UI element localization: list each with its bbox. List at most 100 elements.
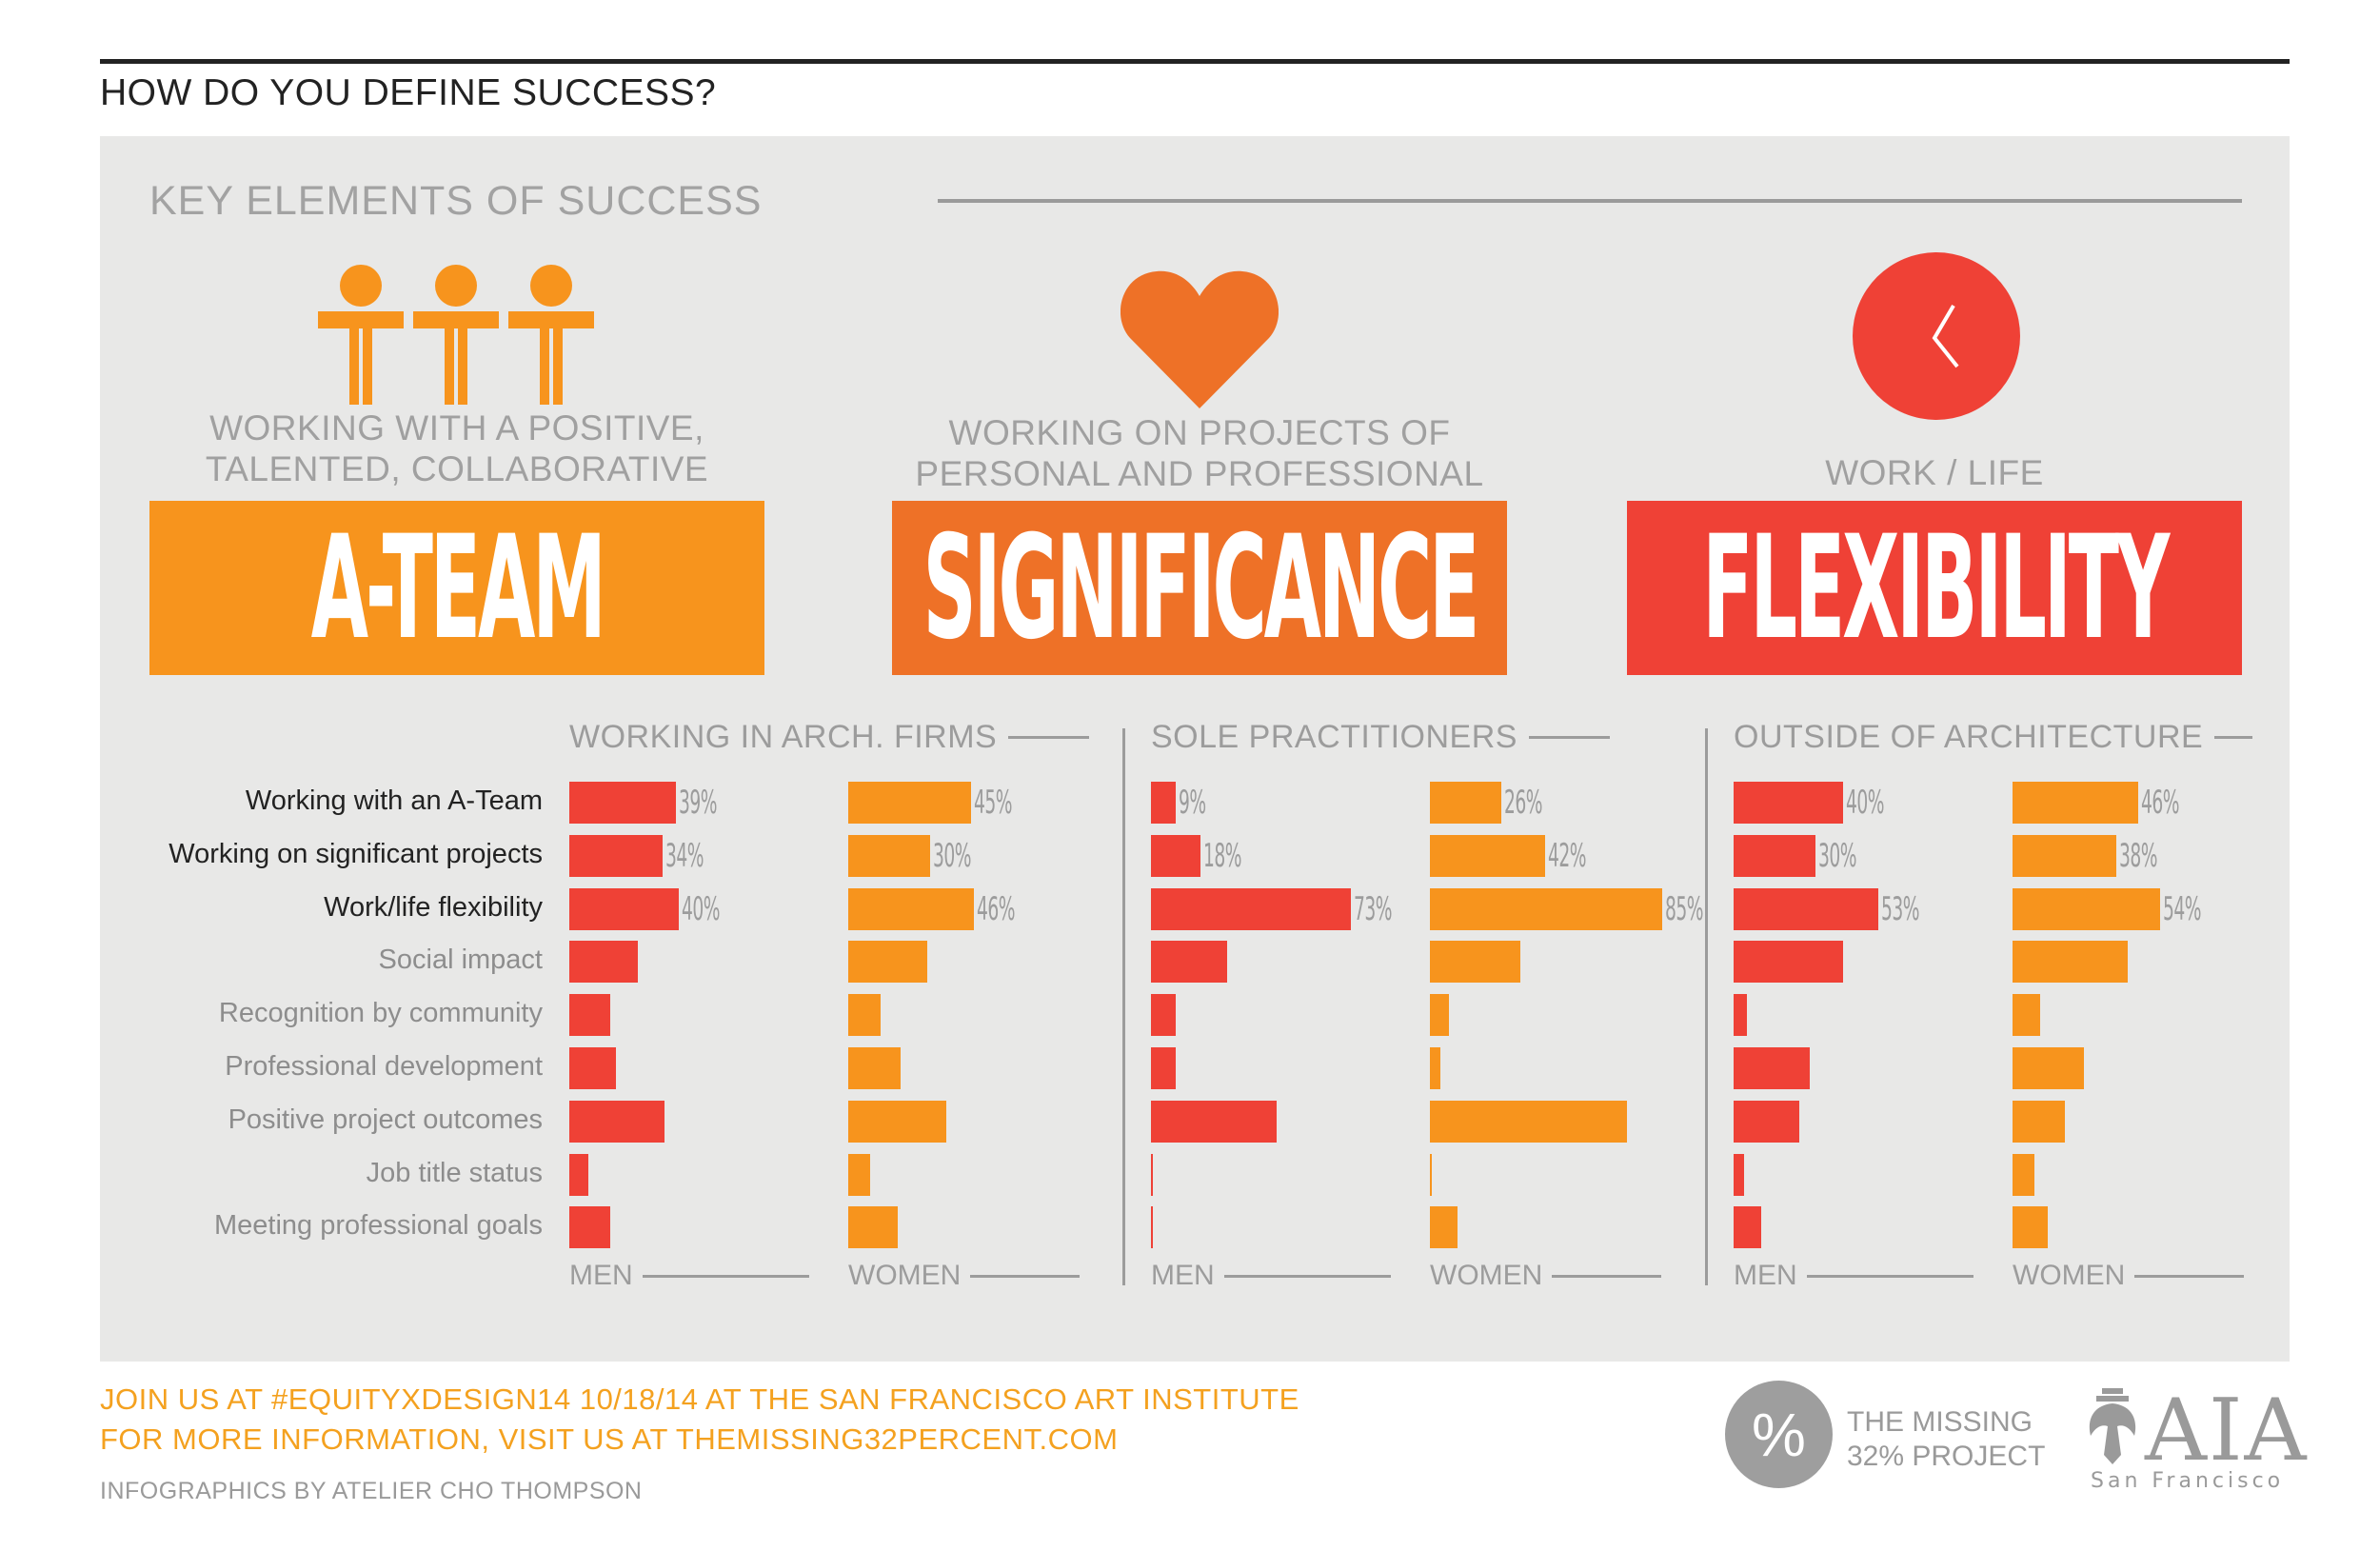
banner-flexibility: FLEXIBILITY — [1627, 501, 2242, 675]
bar-sole-practitioners-men-8 — [1151, 1153, 1153, 1196]
bar-working-in-arch-firms-women-2 — [848, 834, 931, 877]
feature-tagline: WORK / LIFE — [1825, 453, 2044, 492]
category-label: Positive project outcomes — [228, 1104, 543, 1135]
bar-outside-of-architecture-men-4 — [1734, 941, 1843, 984]
bar-working-in-arch-firms-men-6 — [569, 1047, 616, 1089]
category-label: Work/life flexibility — [324, 891, 543, 923]
section-divider — [1122, 728, 1125, 1285]
bar-sole-practitioners-men-1 — [1151, 782, 1176, 824]
bar-sole-practitioners-women-8 — [1430, 1153, 1432, 1196]
missing-32-text: THE MISSING 32% PROJECT — [1847, 1406, 2046, 1472]
bar-sole-practitioners-men-4 — [1151, 941, 1228, 984]
bar-working-in-arch-firms-men-2 — [569, 834, 663, 877]
bar-sole-practitioners-men-2 — [1151, 834, 1200, 877]
section-title-outside-of-architecture: OUTSIDE OF ARCHITECTURE — [1734, 719, 2253, 756]
value-label: 53% — [1881, 889, 1920, 928]
bar-sole-practitioners-women-3 — [1430, 887, 1662, 930]
value-label: 34% — [664, 836, 704, 875]
bar-sole-practitioners-women-1 — [1430, 782, 1501, 824]
value-label: 46% — [977, 889, 1015, 928]
bar-sole-practitioners-men-5 — [1151, 994, 1176, 1037]
bar-working-in-arch-firms-women-1 — [848, 782, 972, 824]
bar-working-in-arch-firms-men-3 — [569, 887, 679, 930]
bar-outside-of-architecture-men-8 — [1734, 1153, 1745, 1196]
feature-tagline: WORKING ON PROJECTS OF PERSONAL AND PROF… — [915, 413, 1484, 493]
value-label: 40% — [1845, 784, 1884, 822]
series-label-men: MEN — [569, 1260, 809, 1292]
bar-sole-practitioners-men-7 — [1151, 1100, 1278, 1143]
category-label: Social impact — [378, 945, 543, 976]
value-label: 46% — [2141, 784, 2179, 822]
value-label: 45% — [974, 784, 1013, 822]
bar-sole-practitioners-women-9 — [1430, 1206, 1458, 1249]
bar-outside-of-architecture-women-4 — [2013, 941, 2128, 984]
bar-outside-of-architecture-men-9 — [1734, 1206, 1761, 1249]
heart-icon — [1121, 270, 1279, 408]
series-label-women: WOMEN — [848, 1260, 1081, 1292]
bar-working-in-arch-firms-men-5 — [569, 994, 611, 1037]
bar-outside-of-architecture-men-3 — [1734, 887, 1879, 930]
key-elements-title: KEY ELEMENTS OF SUCCESS — [149, 178, 763, 224]
bar-working-in-arch-firms-women-4 — [848, 941, 928, 984]
category-label: Meeting professional goals — [214, 1210, 543, 1242]
category-label: Recognition by community — [218, 998, 543, 1029]
section-title-sole-practitioners: SOLE PRACTITIONERS — [1151, 719, 1610, 756]
bar-working-in-arch-firms-men-4 — [569, 941, 638, 984]
bar-sole-practitioners-women-5 — [1430, 994, 1450, 1037]
value-label: 26% — [1503, 784, 1542, 822]
category-label: Job title status — [366, 1157, 543, 1188]
aia-eagle-icon — [2089, 1388, 2136, 1464]
people-icon — [318, 265, 594, 405]
bar-outside-of-architecture-women-7 — [2013, 1100, 2065, 1143]
bar-working-in-arch-firms-men-7 — [569, 1100, 665, 1143]
bar-sole-practitioners-women-7 — [1430, 1100, 1627, 1143]
bar-sole-practitioners-men-3 — [1151, 887, 1351, 930]
bar-outside-of-architecture-women-1 — [2013, 782, 2139, 824]
bar-outside-of-architecture-women-9 — [2013, 1206, 2049, 1249]
value-label: 18% — [1202, 836, 1241, 875]
bar-outside-of-architecture-women-3 — [2013, 887, 2160, 930]
value-label: 39% — [678, 784, 717, 822]
bar-outside-of-architecture-women-5 — [2013, 994, 2040, 1037]
bar-sole-practitioners-women-6 — [1430, 1047, 1441, 1089]
bar-working-in-arch-firms-men-8 — [569, 1153, 589, 1196]
category-label: Professional development — [225, 1051, 543, 1082]
bar-working-in-arch-firms-women-5 — [848, 994, 882, 1037]
value-label: 40% — [681, 889, 720, 928]
bar-working-in-arch-firms-women-8 — [848, 1153, 870, 1196]
key-elements-rule — [938, 199, 2242, 203]
banner-significance: SIGNIFICANCE — [892, 501, 1507, 675]
bar-working-in-arch-firms-women-3 — [848, 887, 975, 930]
top-rule — [100, 59, 2290, 64]
series-label-women: WOMEN — [2013, 1260, 2245, 1292]
bar-working-in-arch-firms-men-9 — [569, 1206, 611, 1249]
category-label: Working with an A-Team — [245, 785, 543, 816]
value-label: 30% — [1818, 836, 1857, 875]
clock-icon — [1853, 252, 2020, 420]
bar-working-in-arch-firms-women-6 — [848, 1047, 901, 1089]
missing-32-logo: % — [1725, 1381, 1833, 1488]
banner-a-team: A-TEAM — [149, 501, 764, 675]
value-label: 85% — [1664, 889, 1703, 928]
value-label: 30% — [933, 836, 972, 875]
bar-outside-of-architecture-men-5 — [1734, 994, 1748, 1037]
footer-info-line: FOR MORE INFORMATION, VISIT US AT THEMIS… — [100, 1422, 1119, 1456]
bar-outside-of-architecture-men-6 — [1734, 1047, 1811, 1089]
page-title: HOW DO YOU DEFINE SUCCESS? — [100, 72, 717, 113]
section-divider — [1705, 728, 1708, 1285]
bar-outside-of-architecture-women-6 — [2013, 1047, 2084, 1089]
category-label: Working on significant projects — [169, 838, 543, 869]
footer-event-line: JOIN US AT #EQUITYXDESIGN14 10/18/14 AT … — [100, 1382, 1299, 1416]
infographic-panel: KEY ELEMENTS OF SUCCESS WORKING WITH A P… — [100, 136, 2290, 1362]
aia-subtitle: San Francisco — [2091, 1469, 2285, 1493]
value-label: 54% — [2162, 889, 2201, 928]
value-label: 73% — [1353, 889, 1392, 928]
series-label-men: MEN — [1734, 1260, 1973, 1292]
bar-working-in-arch-firms-women-9 — [848, 1206, 898, 1249]
section-title-working-in-arch-firms: WORKING IN ARCH. FIRMS — [569, 719, 1090, 756]
feature-tagline: WORKING WITH A POSITIVE, TALENTED, COLLA… — [205, 408, 709, 488]
series-label-men: MEN — [1151, 1260, 1391, 1292]
bar-sole-practitioners-women-2 — [1430, 834, 1545, 877]
bar-outside-of-architecture-women-2 — [2013, 834, 2117, 877]
value-label: 9% — [1178, 784, 1206, 822]
